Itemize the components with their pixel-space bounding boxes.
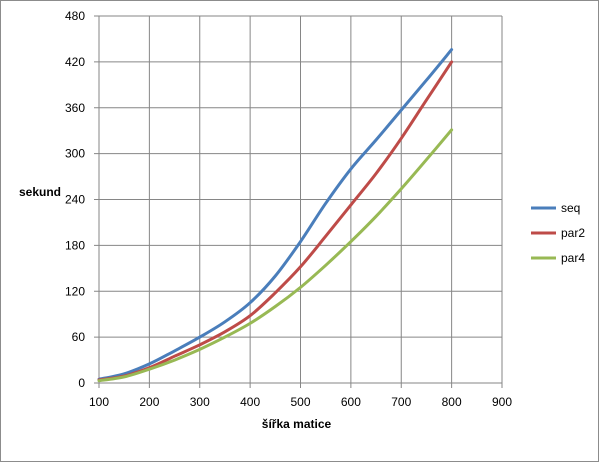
legend-label-seq: seq (561, 201, 580, 215)
x-tick-label: 600 (341, 395, 361, 409)
x-tick-label: 200 (139, 395, 159, 409)
legend-label-par4: par4 (561, 251, 585, 265)
grid (98, 15, 503, 384)
axes (94, 15, 503, 388)
series-line-seq (97, 48, 454, 381)
x-tick-label: 100 (89, 395, 109, 409)
y-axis-title: sekund (19, 185, 61, 199)
y-tick-labels: 0 60 120 180 240 300 360 420 480 (65, 9, 85, 390)
y-tick-label: 120 (65, 284, 85, 298)
x-tick-label: 300 (190, 395, 210, 409)
x-tick-label: 700 (391, 395, 411, 409)
legend: seq par2 par4 (531, 201, 585, 265)
y-tick-label: 240 (65, 193, 85, 207)
x-tick-labels: 100 200 300 400 500 600 700 800 900 (89, 395, 512, 409)
x-tick-label: 500 (290, 395, 310, 409)
series-line-par4 (97, 128, 454, 383)
y-tick-label: 180 (65, 238, 85, 252)
y-tick-label: 0 (78, 376, 85, 390)
series-lines (97, 48, 454, 383)
y-tick-label: 420 (65, 55, 85, 69)
y-tick-label: 300 (65, 147, 85, 161)
legend-label-par2: par2 (561, 226, 585, 240)
series-line-par2 (97, 60, 454, 382)
y-tick-label: 480 (65, 9, 85, 23)
y-tick-label: 360 (65, 101, 85, 115)
x-axis-title: šířka matice (262, 417, 332, 431)
y-tick-label: 60 (72, 330, 86, 344)
x-tick-label: 900 (492, 395, 512, 409)
x-tick-label: 800 (442, 395, 462, 409)
x-tick-label: 400 (240, 395, 260, 409)
